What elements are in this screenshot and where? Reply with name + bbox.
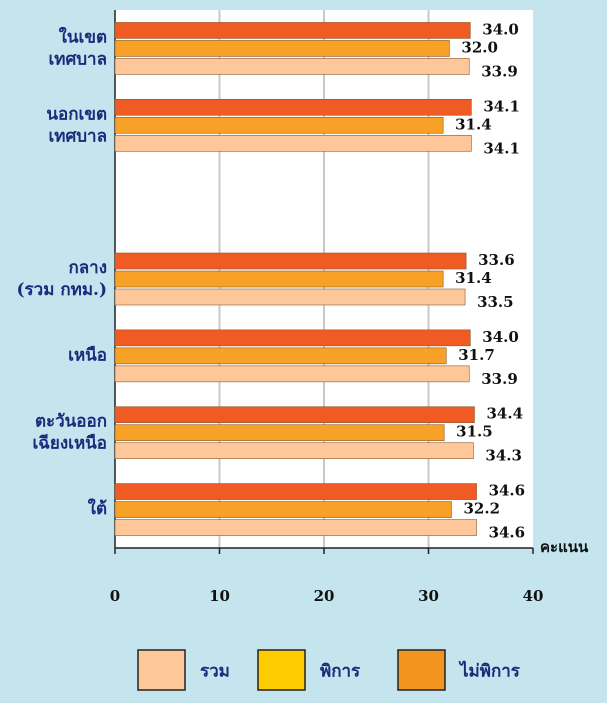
x-tick-label: 10 [209,587,230,605]
legend-label: พิการ [320,662,361,682]
value-label: 34.3 [485,447,522,465]
x-axis-label: คะแนน [540,538,589,556]
bar [114,22,471,39]
bar [114,501,452,518]
legend-swatch [397,649,446,691]
bar [114,270,444,288]
y-tick-label: กลาง(รวม กทม.) [16,258,107,300]
value-label: 34.1 [483,139,520,157]
y-tick-label: ในเขตเทศบาล [48,26,107,69]
value-label: 32.2 [463,500,500,518]
value-label: 33.9 [481,370,518,388]
bar [114,442,474,460]
value-label: 33.6 [478,251,515,269]
bar [114,347,447,365]
bar [114,329,471,347]
value-label: 34.6 [489,524,526,542]
value-label: 34.6 [489,482,526,500]
y-tick-label: ใต้ [88,498,107,519]
value-label: 31.4 [455,115,492,133]
x-tick-label: 40 [523,587,544,605]
y-tick-label: เหนือ [68,344,107,365]
bar [114,98,472,116]
bar [114,134,472,152]
legend-swatch [257,649,306,691]
value-label: 31.5 [456,423,493,441]
bar [114,424,445,442]
x-tick-label: 20 [314,587,335,605]
y-tick-label: นอกเขตเทศบาล [46,104,107,146]
value-label: 31.7 [458,346,495,364]
bar [114,40,450,57]
bar [114,116,444,134]
value-label: 34.1 [483,97,520,115]
legend-label: ไม่พิการ [458,661,521,682]
bar [114,483,477,500]
bar [114,406,475,424]
bar [114,252,467,270]
value-label: 34.4 [486,405,523,423]
value-label: 34.0 [482,328,519,346]
value-label: 31.4 [455,269,492,287]
bar [114,58,470,75]
value-label: 32.0 [461,38,498,56]
value-label: 33.5 [477,293,514,311]
y-tick-label: ตะวันออกเฉียงเหนือ [33,411,108,453]
bar [114,519,477,536]
bar [114,288,466,306]
legend-swatch [137,649,186,691]
legend-label: รวม [200,662,230,682]
x-tick-label: 30 [418,587,439,605]
x-tick-label: 0 [110,587,120,605]
bar [114,365,470,383]
value-label: 33.9 [481,62,518,80]
value-label: 34.0 [482,20,519,38]
